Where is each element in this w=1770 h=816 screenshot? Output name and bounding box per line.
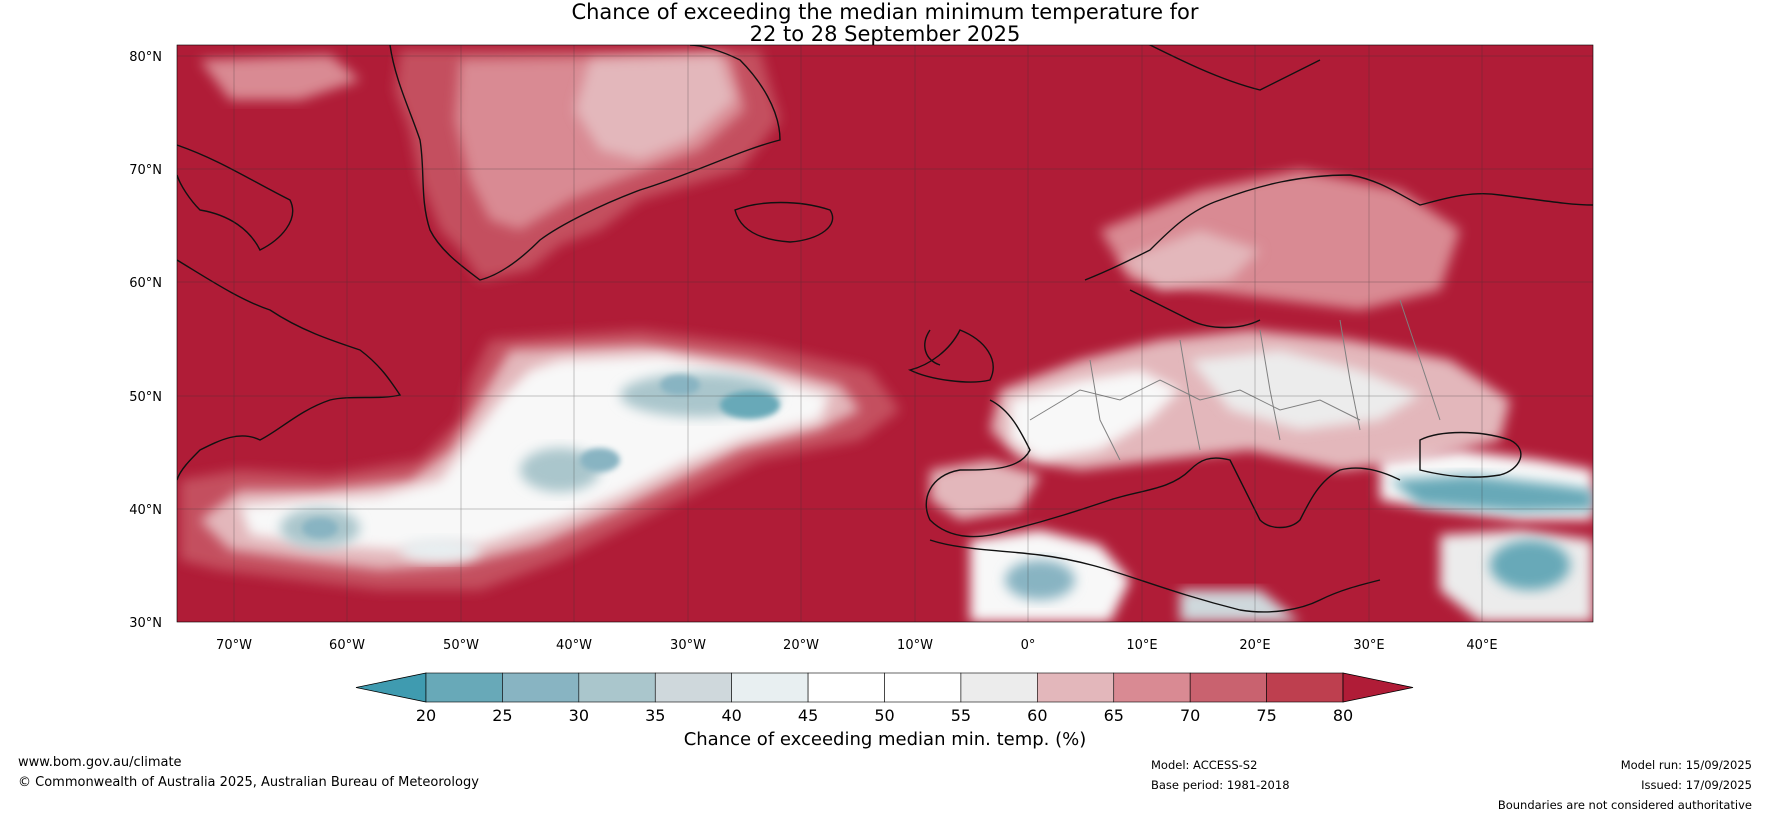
- colorbar-bin: [731, 672, 809, 703]
- atlantic-field: [180, 330, 900, 590]
- lat-label: 30°N: [129, 616, 162, 631]
- colorbar-bin: [807, 672, 885, 703]
- lon-label: 10°E: [1126, 638, 1157, 653]
- colorbar-bin: [1189, 672, 1267, 703]
- colorbar: 20 25 30 35 40 45 50 55 60 65 70 75 80: [355, 672, 1414, 725]
- colorbar-label: Chance of exceeding median min. temp. (%…: [684, 729, 1087, 750]
- footer-model: Model: ACCESS-S2: [1151, 758, 1258, 772]
- colorbar-tick: 60: [1027, 706, 1047, 725]
- europe-field: [930, 170, 1593, 622]
- country-borders: [1029, 299, 1441, 461]
- colorbar-tick: 35: [645, 706, 665, 725]
- colorbar-bin: [960, 672, 1038, 703]
- lon-label: 40°W: [556, 638, 592, 653]
- lat-label: 50°N: [129, 390, 162, 405]
- lon-label: 20°W: [783, 638, 819, 653]
- lat-label: 60°N: [129, 276, 162, 291]
- footer-issued: Issued: 17/09/2025: [1641, 778, 1752, 792]
- footer-disclaimer: Boundaries are not considered authoritat…: [1497, 798, 1752, 812]
- colorbar-tick: 65: [1104, 706, 1124, 725]
- graticule: [177, 45, 1593, 622]
- lon-label: 0°: [1021, 638, 1036, 653]
- colorbar-tick: 25: [492, 706, 512, 725]
- colorbar-extend-low: [355, 672, 427, 703]
- colorbar-bin: [884, 672, 962, 703]
- colorbar-tick: 20: [416, 706, 436, 725]
- coastlines: [177, 45, 1593, 613]
- lon-label: 20°E: [1239, 638, 1270, 653]
- lon-label: 60°W: [329, 638, 365, 653]
- longitude-labels: 70°W 60°W 50°W 40°W 30°W 20°W 10°W 0° 10…: [216, 638, 1498, 653]
- footer-model-run: Model run: 15/09/2025: [1620, 758, 1752, 772]
- colorbar-bin: [1113, 672, 1191, 703]
- colorbar-tick: 40: [721, 706, 741, 725]
- colorbar-tick: 55: [951, 706, 971, 725]
- colorbar-bin: [578, 672, 656, 703]
- lon-label: 10°W: [897, 638, 933, 653]
- footer-copyright: © Commonwealth of Australia 2025, Austra…: [18, 775, 479, 790]
- colorbar-bin: [502, 672, 580, 703]
- colorbar-tick: 80: [1333, 706, 1353, 725]
- colorbar-bin: [1037, 672, 1115, 703]
- lon-label: 30°E: [1353, 638, 1384, 653]
- colorbar-tick: 70: [1180, 706, 1200, 725]
- colorbar-tick: 50: [874, 706, 894, 725]
- lon-label: 30°W: [670, 638, 706, 653]
- map-title-line1: Chance of exceeding the median minimum t…: [571, 0, 1199, 24]
- lat-label: 70°N: [129, 163, 162, 178]
- lon-label: 50°W: [443, 638, 479, 653]
- latitude-labels: 80°N 70°N 60°N 50°N 40°N 30°N: [129, 50, 162, 631]
- lat-label: 80°N: [129, 50, 162, 65]
- lon-label: 70°W: [216, 638, 252, 653]
- colorbar-extend-high: [1342, 672, 1414, 703]
- colorbar-bin: [425, 672, 503, 703]
- colorbar-bin: [1266, 672, 1344, 703]
- colorbar-tick: 75: [1256, 706, 1276, 725]
- colorbar-bin: [654, 672, 732, 703]
- colorbar-tick: 30: [569, 706, 589, 725]
- footer-url[interactable]: www.bom.gov.au/climate: [18, 755, 182, 770]
- greenland-field: [200, 50, 780, 280]
- lon-label: 40°E: [1466, 638, 1497, 653]
- footer-base-period: Base period: 1981-2018: [1151, 778, 1290, 792]
- map-field: [177, 45, 1593, 622]
- lat-label: 40°N: [129, 503, 162, 518]
- map-title-line2: 22 to 28 September 2025: [749, 22, 1021, 46]
- colorbar-tick: 45: [798, 706, 818, 725]
